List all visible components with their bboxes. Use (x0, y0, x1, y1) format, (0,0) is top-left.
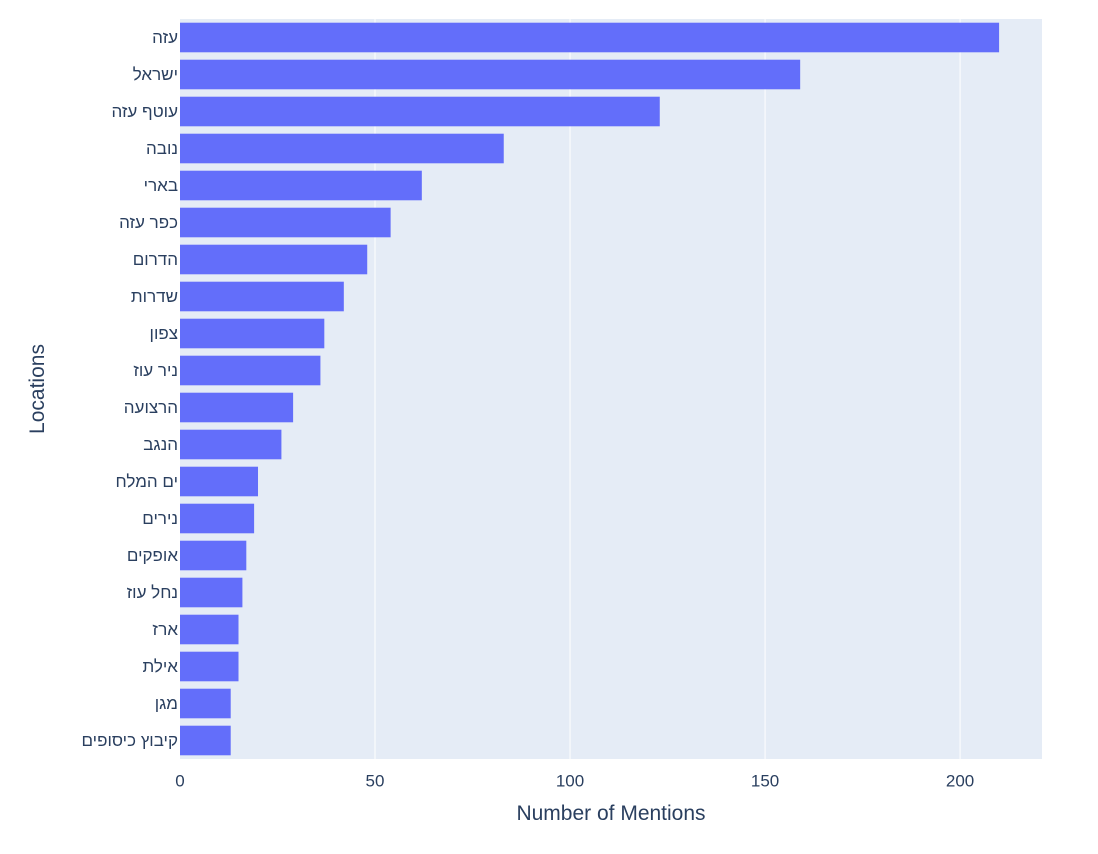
bar[interactable] (180, 651, 239, 682)
x-tick-label: 50 (366, 772, 385, 791)
bar[interactable] (180, 466, 259, 497)
y-tick-label: ארז (152, 620, 178, 639)
bar[interactable] (180, 725, 231, 756)
y-tick-label: נובה (146, 139, 178, 158)
y-tick-label: בארי (144, 176, 178, 195)
y-tick-label: עוטף עזה (111, 102, 178, 121)
bar[interactable] (180, 281, 344, 312)
bar[interactable] (180, 244, 368, 275)
y-tick-label: מגן (155, 694, 178, 713)
bar[interactable] (180, 503, 255, 534)
x-axis-tick-labels: 0 50 100 150 200 (175, 772, 974, 791)
y-tick-label: ניר עוז (133, 361, 178, 380)
y-tick-label: עזה (152, 28, 178, 47)
y-tick-label: הנגב (143, 435, 178, 454)
y-tick-label: אופקים (127, 546, 178, 565)
bar[interactable] (180, 429, 282, 460)
bar[interactable] (180, 392, 294, 423)
x-tick-label: 100 (556, 772, 584, 791)
bar[interactable] (180, 207, 391, 238)
y-tick-label: הדרום (133, 250, 178, 269)
gridlines (374, 19, 961, 759)
y-tick-label: קיבוץ כיסופים (81, 731, 178, 750)
y-tick-label: נירים (142, 509, 178, 528)
y-tick-label: שדרות (131, 287, 178, 306)
bar[interactable] (180, 614, 239, 645)
x-tick-label: 200 (946, 772, 974, 791)
bar[interactable] (180, 22, 1000, 53)
y-tick-label: ים המלח (116, 472, 178, 491)
y-tick-label: אילת (142, 657, 178, 676)
bar[interactable] (180, 59, 801, 90)
y-axis-tick-labels: עזה ישראל עוטף עזה נובה בארי כפר עזה הדרום שדרו… (81, 28, 178, 750)
x-tick-label: 150 (751, 772, 779, 791)
bar[interactable] (180, 170, 422, 201)
plot-background (180, 19, 1042, 759)
x-tick-label: 0 (175, 772, 184, 791)
bar[interactable] (180, 318, 325, 349)
bar[interactable] (180, 688, 231, 719)
y-axis-title: Locations (26, 344, 49, 434)
bar[interactable] (180, 577, 243, 608)
bar[interactable] (180, 540, 247, 571)
x-axis-title: Number of Mentions (516, 802, 705, 825)
bar[interactable] (180, 96, 660, 127)
y-tick-label: צפון (150, 324, 178, 343)
y-tick-label: כפר עזה (119, 213, 178, 232)
y-tick-label: ישראל (133, 65, 178, 84)
bar[interactable] (180, 133, 504, 164)
bar[interactable] (180, 355, 321, 386)
y-tick-label: נחל עוז (127, 583, 178, 602)
bars (180, 22, 1000, 756)
y-tick-label: הרצועה (124, 398, 178, 417)
